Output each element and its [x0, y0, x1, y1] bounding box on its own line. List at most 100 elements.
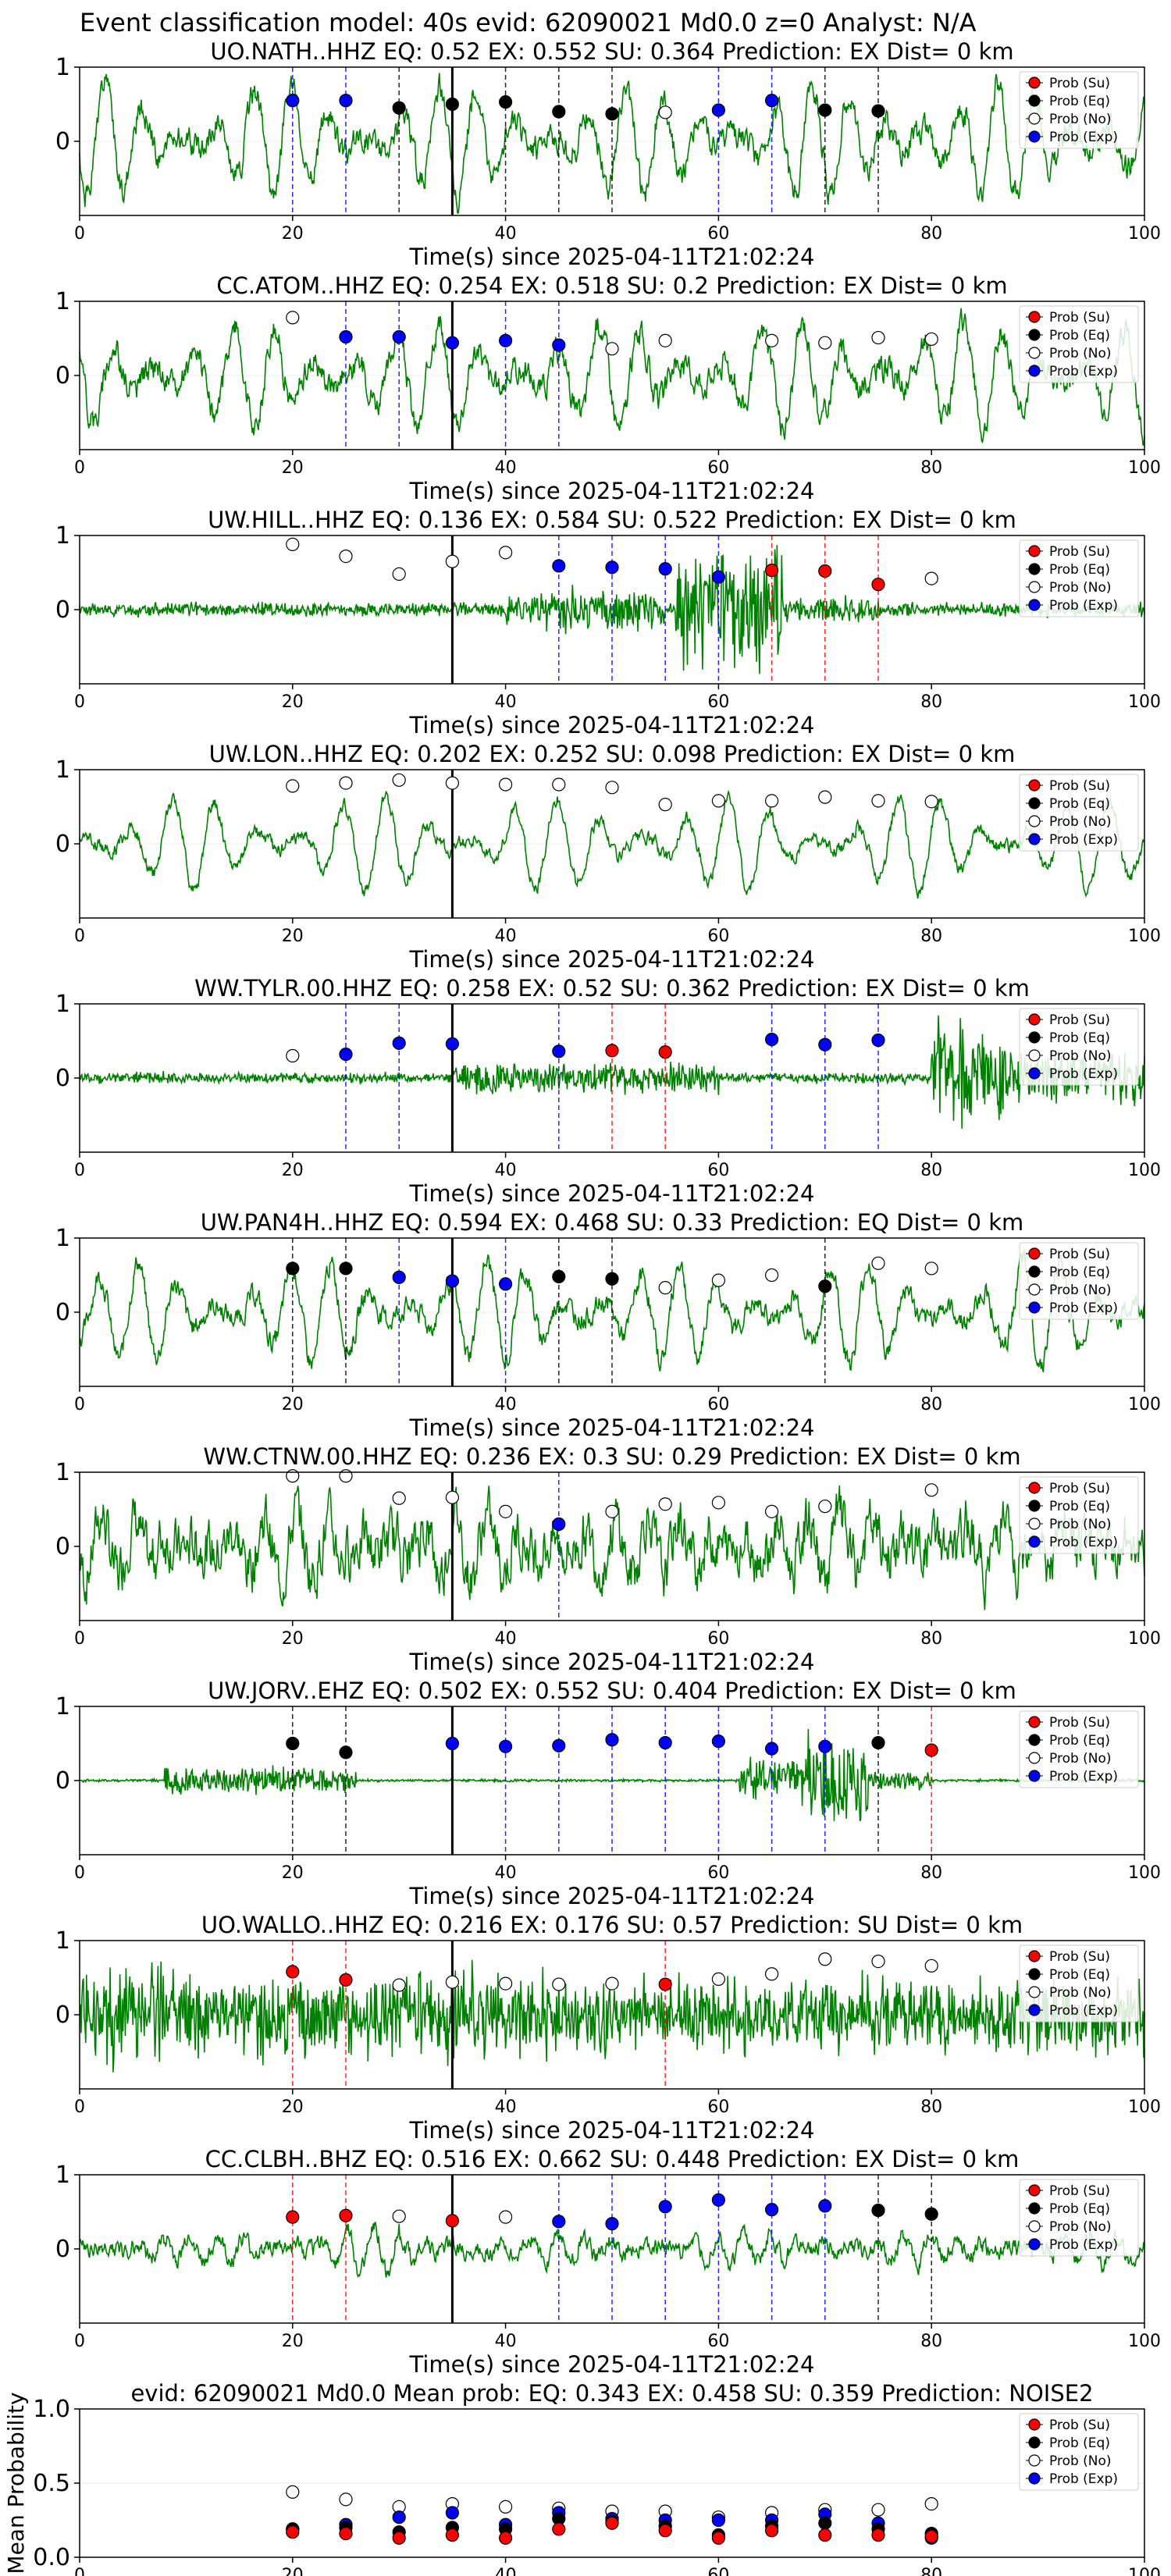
- legend-marker-no: [1028, 1517, 1041, 1530]
- prob-point-no: [818, 336, 832, 350]
- legend-marker-no: [1028, 2454, 1041, 2467]
- legend-label: Prob (Exp): [1049, 364, 1118, 379]
- prob-point-no: [605, 781, 619, 795]
- waveform-trace: [79, 1015, 1145, 1129]
- panel-title: WW.CTNW.00.HHZ EQ: 0.236 EX: 0.3 SU: 0.2…: [203, 1443, 1020, 1470]
- legend-label: Prob (Exp): [1049, 1769, 1118, 1784]
- x-tick-label: 20: [282, 927, 304, 946]
- panel-2: CC.ATOM..HHZ EQ: 0.254 EX: 0.518 SU: 0.2…: [55, 272, 1161, 504]
- x-tick-label: 0: [74, 2332, 85, 2351]
- prob-point-no: [339, 549, 353, 564]
- prob-point-no: [445, 1975, 460, 1989]
- prob-point-su: [658, 1045, 672, 1059]
- prob-point-exp: [818, 2199, 832, 2213]
- legend-marker-eq: [1028, 1031, 1041, 1044]
- legend-marker-su: [1028, 779, 1041, 792]
- legend-label: Prob (Eq): [1049, 2435, 1110, 2451]
- panel-title: UW.JORV..EHZ EQ: 0.502 EX: 0.552 SU: 0.4…: [208, 1678, 1016, 1704]
- mean-point-su: [445, 2528, 460, 2542]
- prob-point-no: [605, 1504, 619, 1518]
- x-tick-label: 0: [74, 692, 85, 712]
- prob-point-exp: [552, 1738, 566, 1752]
- x-tick-label: 60: [707, 1395, 729, 1414]
- panel-5: WW.TYLR.00.HHZ EQ: 0.258 EX: 0.52 SU: 0.…: [55, 975, 1161, 1207]
- prob-point-no: [871, 794, 885, 808]
- legend-label: Prob (No): [1049, 1751, 1112, 1767]
- x-axis-label: Time(s) since 2025-04-11T21:02:24: [409, 1180, 815, 1207]
- prob-point-exp: [498, 333, 513, 347]
- prob-point-exp: [605, 1733, 619, 1747]
- legend-marker-eq: [1028, 1968, 1041, 1980]
- mean-point-no: [871, 2503, 885, 2517]
- x-tick-label: 100: [1128, 2097, 1161, 2117]
- prob-point-no: [818, 790, 832, 804]
- legend-marker-no: [1028, 1986, 1041, 1998]
- prob-point-no: [658, 105, 672, 119]
- mean-point-no: [924, 2497, 938, 2511]
- x-tick-label: 0: [74, 2097, 85, 2117]
- prob-point-no: [924, 1483, 938, 1497]
- prob-point-exp: [339, 1047, 353, 1062]
- prob-point-eq: [286, 1261, 300, 1276]
- mean-point-su: [764, 2524, 779, 2538]
- prob-point-no: [658, 798, 672, 812]
- mean-point-su: [711, 2531, 726, 2545]
- legend-label: Prob (Eq): [1049, 328, 1110, 343]
- legend-label: Prob (Su): [1049, 1247, 1110, 1262]
- y-tick-label: 0: [55, 1767, 70, 1795]
- prob-point-eq: [605, 107, 619, 121]
- y-tick-label: 1: [55, 1225, 70, 1252]
- legend-label: Prob (Eq): [1049, 1265, 1110, 1280]
- prob-point-exp: [498, 1277, 513, 1291]
- prob-point-exp: [871, 1033, 885, 1048]
- mean-point-no: [498, 2500, 513, 2514]
- y-tick-label: 0: [55, 128, 70, 155]
- prob-point-exp: [552, 1517, 566, 1532]
- legend-marker-no: [1028, 581, 1041, 593]
- x-tick-label: 100: [1128, 1863, 1161, 1883]
- x-tick-label: 40: [495, 2097, 517, 2117]
- prob-point-exp: [711, 1735, 726, 1749]
- mean-point-su: [552, 2522, 566, 2536]
- mean-point-su: [339, 2527, 353, 2541]
- prob-point-no: [392, 567, 406, 582]
- legend-box: [1019, 1008, 1139, 1086]
- mean-point-no: [339, 2492, 353, 2507]
- x-tick-label: 20: [282, 458, 304, 478]
- prob-point-exp: [658, 562, 672, 576]
- legend-label: Prob (Eq): [1049, 2201, 1110, 2217]
- prob-point-no: [392, 1491, 406, 1505]
- prob-point-no: [498, 2210, 513, 2224]
- prob-point-exp: [339, 94, 353, 108]
- waveform-trace: [79, 789, 1145, 899]
- panel-title: UO.NATH..HHZ EQ: 0.52 EX: 0.552 SU: 0.36…: [210, 38, 1013, 65]
- legend-marker-eq: [1028, 1734, 1041, 1746]
- x-tick-label: 40: [495, 692, 517, 712]
- x-tick-label: 0: [74, 2566, 85, 2576]
- prob-point-no: [764, 1504, 779, 1518]
- y-tick-label: 1: [55, 522, 70, 550]
- figure-title: Event classification model: 40s evid: 62…: [80, 8, 977, 37]
- x-tick-label: 100: [1128, 927, 1161, 946]
- legend-label: Prob (Eq): [1049, 1030, 1110, 1046]
- prob-point-su: [818, 564, 832, 578]
- legend-label: Prob (No): [1049, 1283, 1112, 1298]
- x-tick-label: 0: [74, 1863, 85, 1883]
- legend-label: Prob (Eq): [1049, 562, 1110, 578]
- prob-point-eq: [818, 103, 832, 117]
- prob-point-eq: [392, 101, 406, 115]
- legend-marker-exp: [1028, 599, 1041, 611]
- legend-marker-eq: [1028, 563, 1041, 575]
- panel-6: UW.PAN4H..HHZ EQ: 0.594 EX: 0.468 SU: 0.…: [55, 1209, 1161, 1441]
- prob-point-no: [764, 333, 779, 347]
- prob-point-no: [286, 311, 300, 325]
- legend-marker-exp: [1028, 833, 1041, 845]
- prob-point-exp: [764, 2203, 779, 2217]
- y-tick-label: 0: [55, 1299, 70, 1326]
- legend-label: Prob (Exp): [1049, 1535, 1118, 1550]
- y-tick-label: 0.5: [33, 2470, 70, 2497]
- x-tick-label: 100: [1128, 1395, 1161, 1414]
- y-tick-label: 0: [55, 2236, 70, 2263]
- prob-point-no: [392, 773, 406, 787]
- x-tick-label: 0: [74, 224, 85, 244]
